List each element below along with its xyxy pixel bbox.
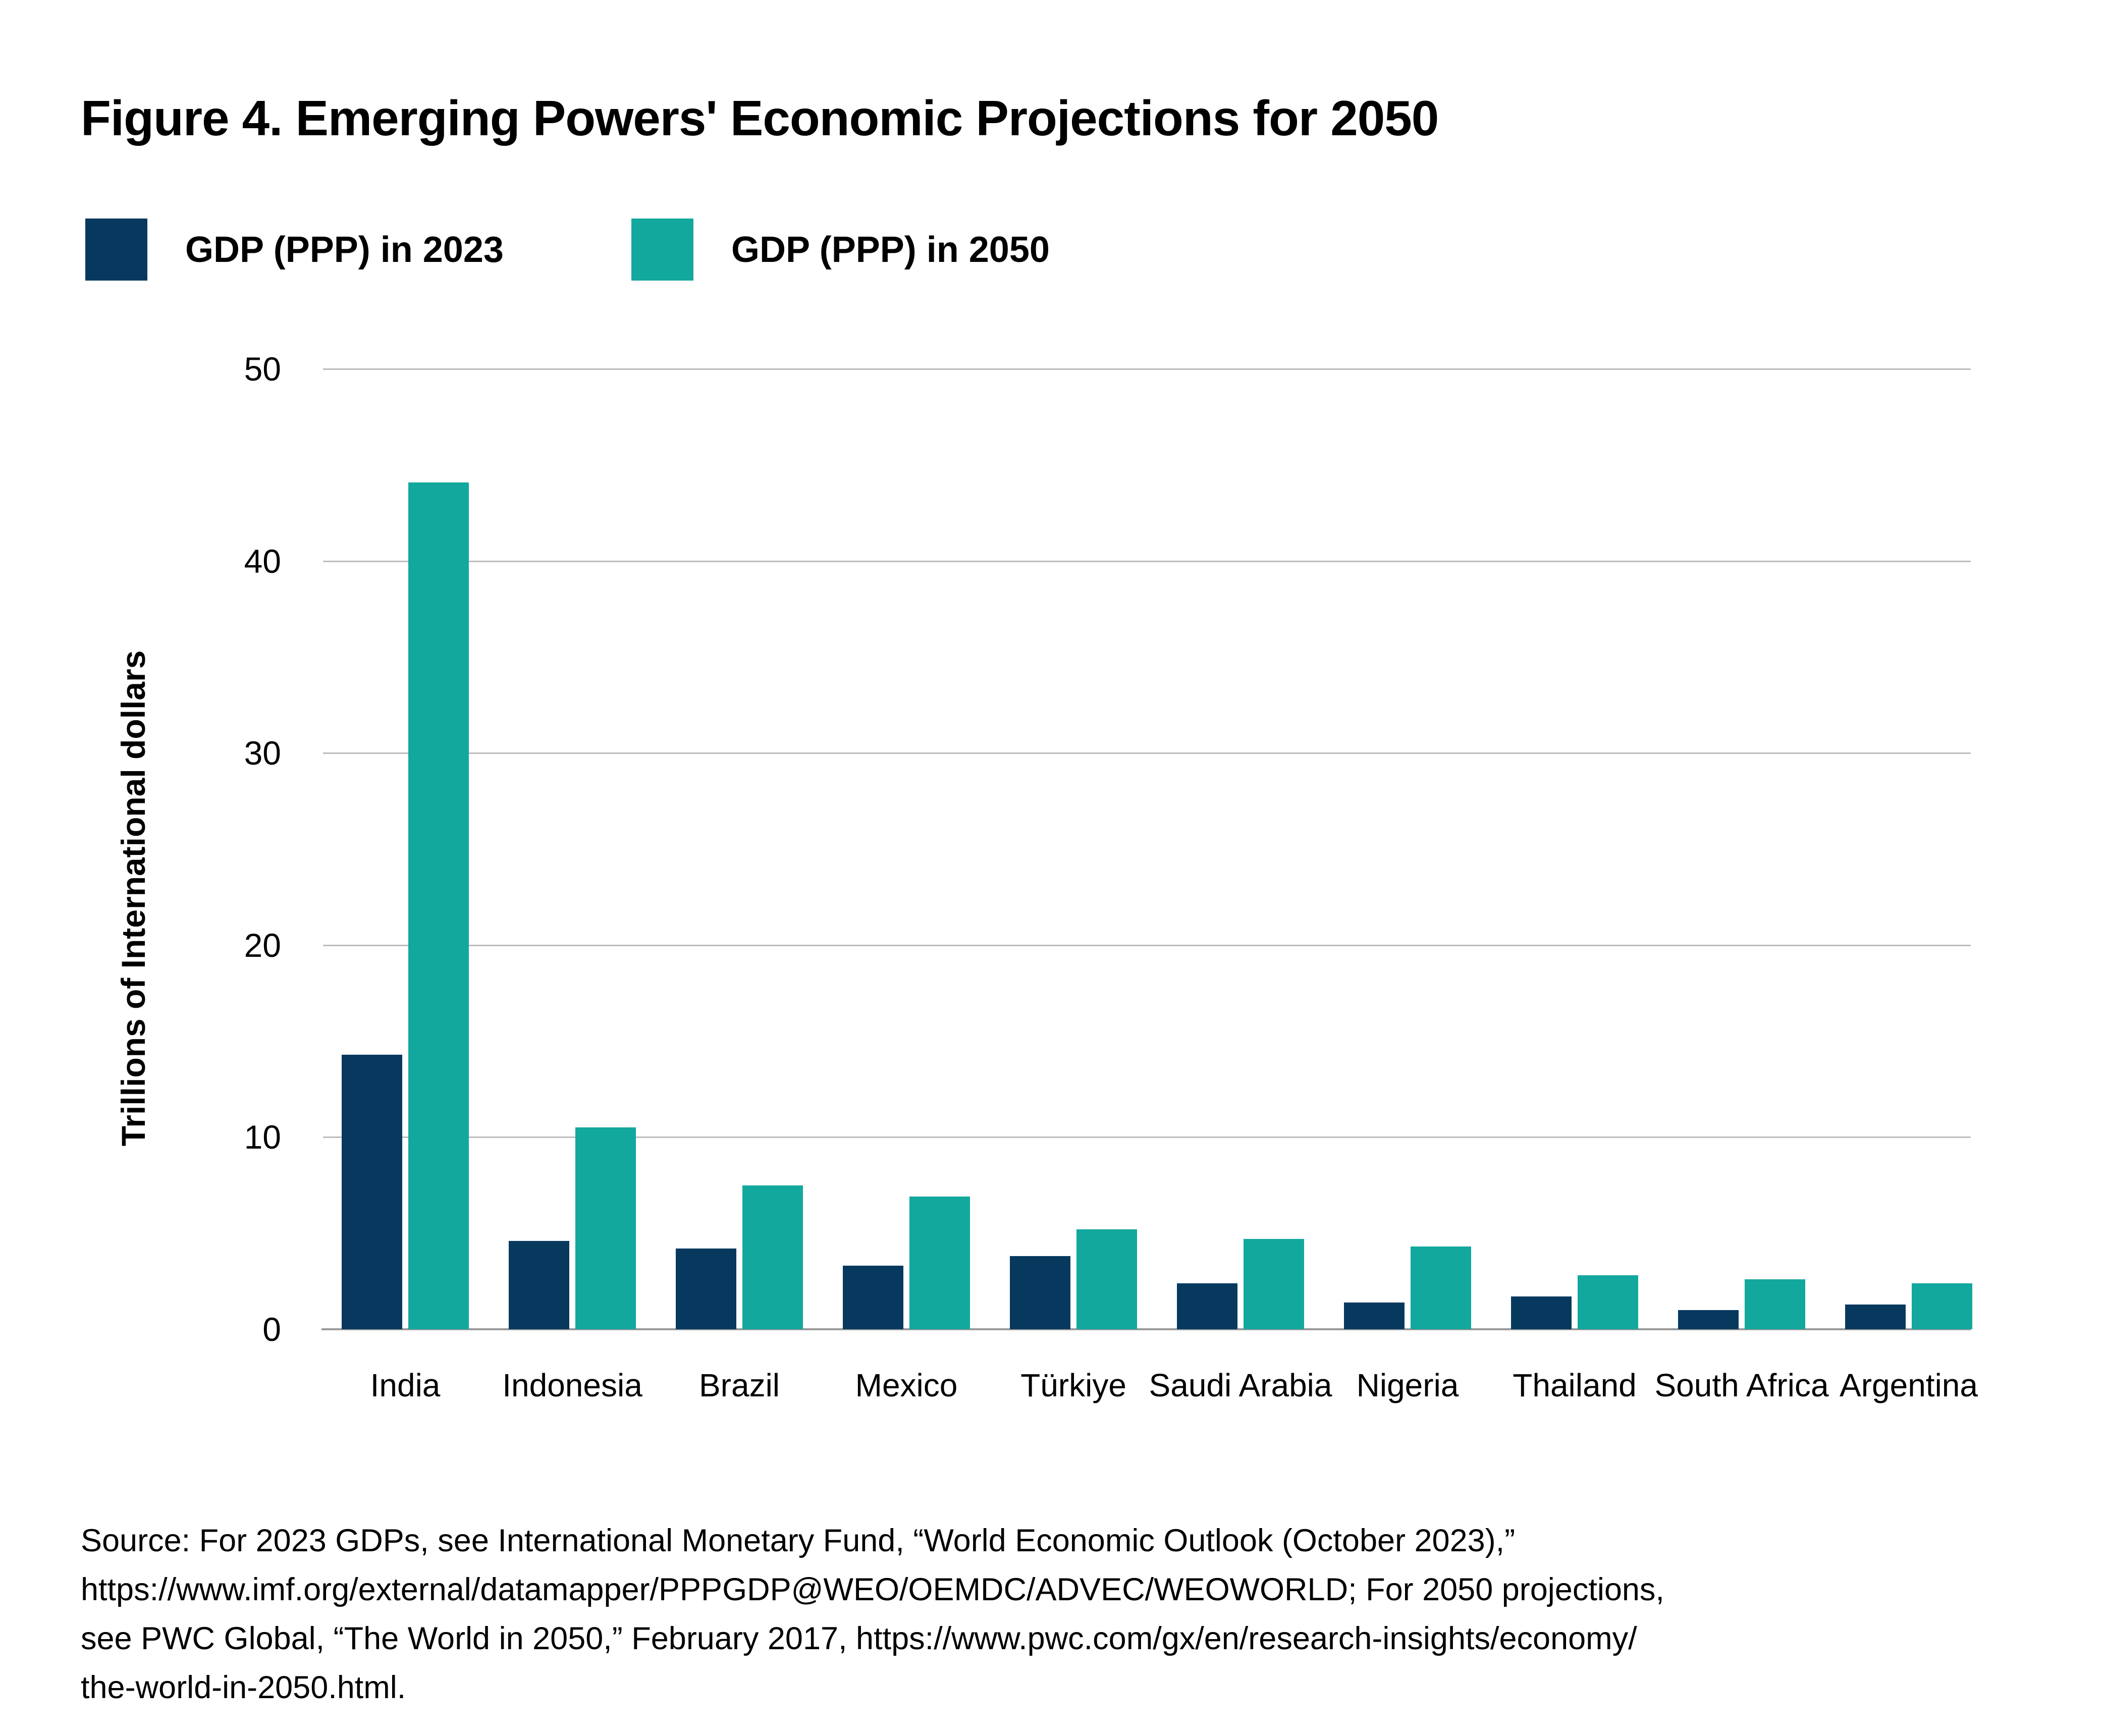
gridline-50 bbox=[323, 368, 1971, 370]
source-line: Source: For 2023 GDPs, see International… bbox=[81, 1523, 1516, 1558]
bar-india-2050 bbox=[408, 482, 469, 1329]
bar-nigeria-2050 bbox=[1411, 1246, 1471, 1329]
x-axis-label-thailand: Thailand bbox=[1513, 1367, 1637, 1403]
bar-nigeria-2023 bbox=[1344, 1303, 1405, 1329]
gridline-10 bbox=[323, 1136, 1971, 1138]
bar-south-africa-2050 bbox=[1745, 1279, 1805, 1329]
y-tick-label-50: 50 bbox=[244, 350, 281, 388]
legend-swatch-2023 bbox=[85, 219, 147, 281]
gridline-40 bbox=[323, 560, 1971, 562]
source-line: the-world-in-2050.html. bbox=[81, 1670, 406, 1705]
x-axis-label-brazil: Brazil bbox=[698, 1367, 780, 1403]
y-axis-title: Trillions of International dollars bbox=[115, 650, 152, 1147]
x-axis-label-south-africa: South Africa bbox=[1654, 1367, 1829, 1403]
y-tick-label-20: 20 bbox=[244, 926, 281, 964]
source-line: see PWC Global, “The World in 2050,” Feb… bbox=[81, 1621, 1637, 1656]
bar-mexico-2050 bbox=[909, 1197, 970, 1329]
x-axis-label-türkiye: Türkiye bbox=[1020, 1367, 1126, 1403]
y-tick-label-10: 10 bbox=[244, 1118, 281, 1156]
bar-mexico-2023 bbox=[843, 1266, 903, 1329]
bar-india-2023 bbox=[342, 1055, 402, 1329]
legend-swatch-2050 bbox=[631, 219, 693, 281]
legend-label-2050: GDP (PPP) in 2050 bbox=[731, 229, 1050, 270]
x-axis-label-indonesia: Indonesia bbox=[502, 1367, 642, 1403]
bar-thailand-2050 bbox=[1578, 1275, 1638, 1329]
bar-thailand-2023 bbox=[1511, 1296, 1572, 1329]
x-axis-label-saudi-arabia: Saudi Arabia bbox=[1149, 1367, 1332, 1403]
source-line: https://www.imf.org/external/datamapper/… bbox=[81, 1572, 1664, 1607]
x-axis-label-mexico: Mexico bbox=[855, 1367, 958, 1403]
bar-indonesia-2023 bbox=[509, 1241, 569, 1329]
page-title: Figure 4. Emerging Powers' Economic Proj… bbox=[81, 90, 1439, 146]
bar-saudi-arabia-2023 bbox=[1177, 1283, 1237, 1329]
bar-south-africa-2023 bbox=[1678, 1310, 1739, 1329]
bar-brazil-2023 bbox=[676, 1249, 736, 1329]
x-axis-label-nigeria: Nigeria bbox=[1356, 1367, 1459, 1403]
bar-saudi-arabia-2050 bbox=[1244, 1239, 1304, 1329]
bar-brazil-2050 bbox=[742, 1185, 803, 1329]
bar-argentina-2050 bbox=[1912, 1283, 1972, 1329]
y-tick-label-40: 40 bbox=[244, 542, 281, 580]
x-axis-line bbox=[321, 1328, 1971, 1330]
bar-türkiye-2023 bbox=[1010, 1256, 1070, 1329]
legend-item-2023: GDP (PPP) in 2023 bbox=[85, 219, 590, 281]
y-tick-label-30: 30 bbox=[244, 734, 281, 772]
source-note: Source: For 2023 GDPs, see International… bbox=[81, 1516, 1664, 1712]
gridline-20 bbox=[323, 944, 1971, 946]
x-axis-label-argentina: Argentina bbox=[1840, 1367, 1978, 1403]
legend-label-2023: GDP (PPP) in 2023 bbox=[185, 229, 504, 270]
legend-item-2050: GDP (PPP) in 2050 bbox=[631, 219, 1136, 281]
x-axis-label-india: India bbox=[370, 1367, 441, 1403]
gridline-30 bbox=[323, 752, 1971, 754]
y-tick-label-0: 0 bbox=[262, 1311, 281, 1348]
bar-indonesia-2050 bbox=[575, 1127, 636, 1329]
bar-argentina-2023 bbox=[1845, 1305, 1906, 1329]
bar-türkiye-2050 bbox=[1076, 1229, 1137, 1329]
